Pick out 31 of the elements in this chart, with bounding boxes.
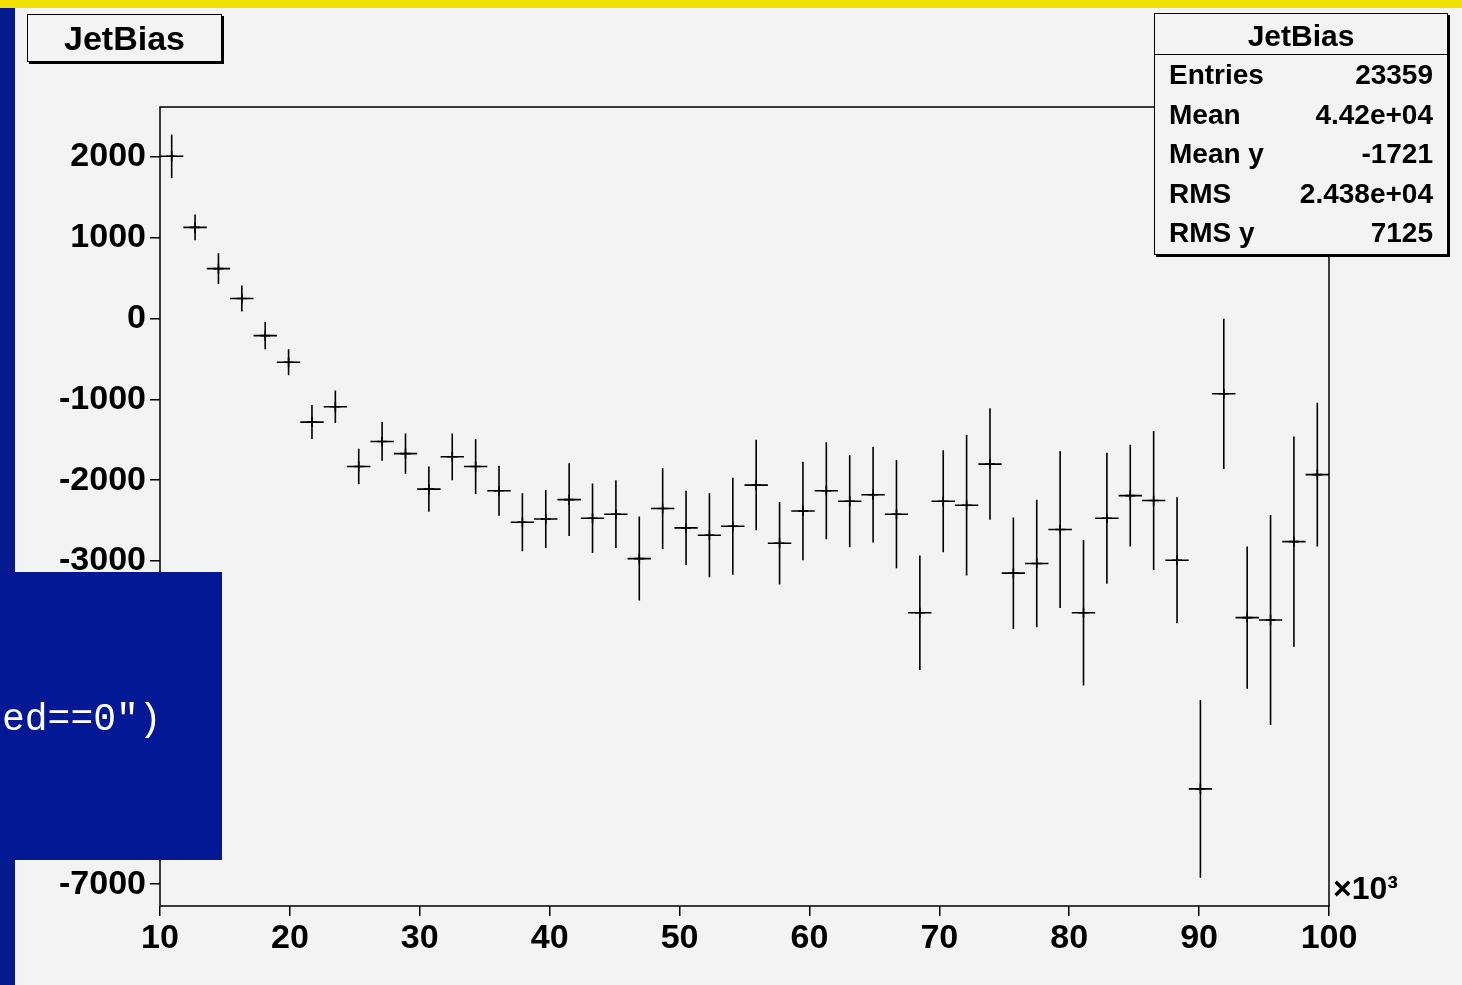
x-tick-label: 40 [530, 916, 569, 955]
x-tick-label: 50 [660, 916, 699, 955]
x-tick-label: 70 [920, 916, 959, 955]
text: 7125 [1370, 216, 1433, 250]
annotation: Mean [1169, 97, 1241, 132]
y-tick-label: -7000 [59, 862, 146, 901]
annotation: RMS y [1169, 216, 1255, 250]
x-tick-label: 60 [790, 916, 829, 955]
y-tick-label: 0 [127, 297, 146, 336]
x-tick-label: 20 [270, 916, 309, 955]
x-tick-label: 80 [1050, 916, 1089, 955]
text: Entries [1169, 58, 1264, 92]
y-tick-label: 1000 [70, 216, 146, 255]
chart-title: JetBias [27, 14, 222, 62]
x-tick-label: 10 [141, 916, 179, 955]
text: 23359 [1355, 58, 1433, 92]
text: -1721 [1361, 137, 1433, 171]
text: ×10³ [1333, 870, 1398, 907]
x-tick-label: 90 [1180, 916, 1219, 955]
overlay-panel: ed==0") [0, 572, 222, 860]
y-tick-label: 2000 [70, 135, 146, 174]
y-tick-label: -1000 [59, 377, 146, 416]
annotation: 2.438e+04 [1299, 176, 1433, 211]
annotation: 4.42e+04 [1315, 97, 1433, 132]
annotation: RMS [1169, 176, 1232, 211]
y-tick-label: -2000 [59, 458, 146, 497]
annotation: ed==0") [2, 698, 162, 741]
x-tick-label: 100 [1300, 916, 1358, 955]
x-tick-label: 30 [400, 916, 439, 955]
annotation: Mean y [1169, 137, 1264, 171]
text: JetBias [1155, 14, 1447, 55]
